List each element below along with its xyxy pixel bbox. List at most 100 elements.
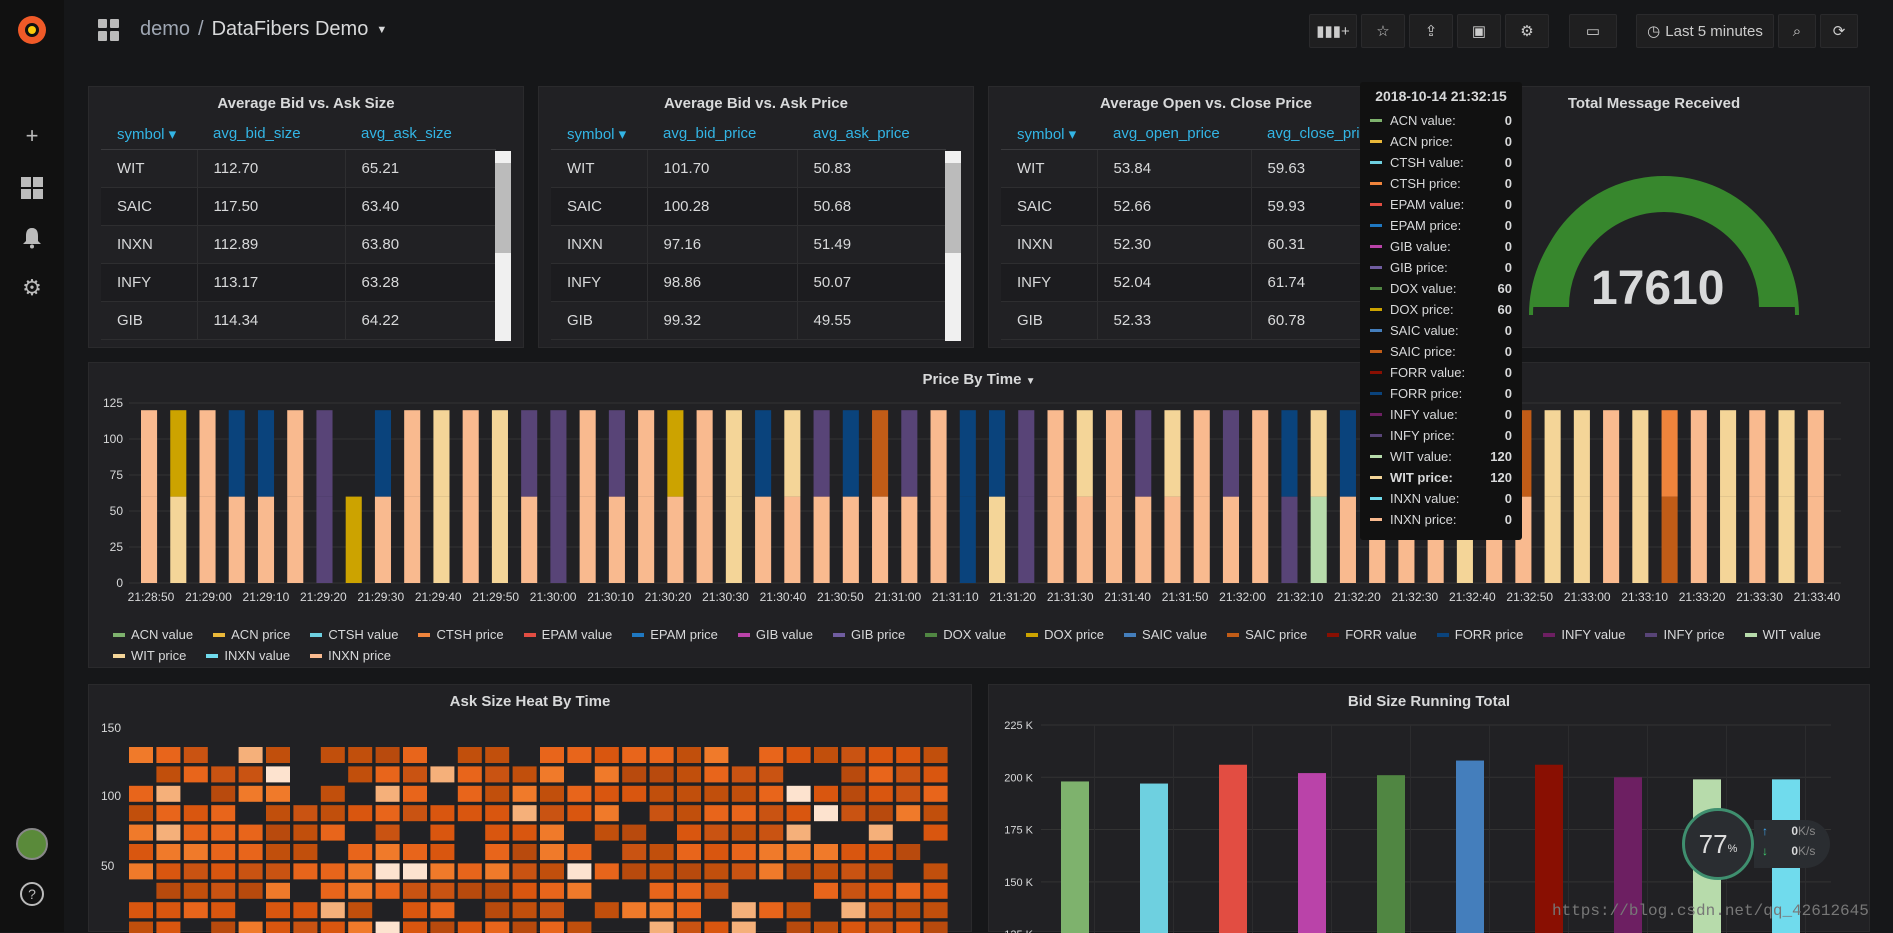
avatar[interactable] [16,828,48,860]
scrollbar-thumb[interactable] [495,163,511,253]
legend-item[interactable]: GIB price [833,627,905,642]
heatmap-cell [731,805,756,822]
heatmap-cell [293,844,318,860]
panel-title[interactable]: Average Bid vs. Ask Size [217,95,395,112]
bar-segment [1135,496,1152,583]
heatmap-cell [183,747,208,763]
help-icon[interactable]: ? [18,880,46,908]
network-monitor-widget[interactable]: 77% ↑ 0K/s ↓ 0K/s [1682,808,1832,880]
bar-segment [930,496,947,583]
heatmap-cell [704,921,729,933]
legend-item[interactable]: WIT value [1744,627,1821,642]
legend-item[interactable]: INFY value [1543,627,1625,642]
heatmap-cell [320,824,345,841]
legend-item[interactable]: FORR price [1436,627,1523,642]
heatmap-cell [403,805,427,822]
legend-item[interactable]: SAIC price [1227,627,1307,642]
legend-swatch [206,653,219,658]
zoom-out-button[interactable]: ⌕ [1778,14,1816,48]
panel-title[interactable]: Average Open vs. Close Price [1099,95,1313,112]
dashboards-icon[interactable] [18,174,46,202]
column-header[interactable]: avg_bid_size [197,119,345,150]
bell-icon[interactable] [18,224,46,252]
dashboard-name[interactable]: DataFibers Demo [211,18,369,40]
legend-swatch [1744,632,1757,637]
scrollbar[interactable] [945,151,961,341]
grafana-logo-icon[interactable] [14,12,50,48]
heatmap-cell [129,824,153,841]
heatmap-cell [759,747,784,763]
bar-segment [667,496,684,583]
heatmap-cell [375,863,400,880]
bar-segment [1603,496,1620,583]
settings-button[interactable]: ⚙ [1505,14,1549,48]
dashboard-title[interactable]: demo / DataFibers Demo ▼ [98,18,387,41]
bar-segment [1252,496,1269,583]
bar-segment [462,410,479,497]
column-header-symbol[interactable]: symbol ▾ [551,119,647,150]
heatmap-cell [841,766,866,783]
tooltip-row: EPAM value: 0 [1370,194,1512,215]
plus-icon[interactable]: + [25,123,39,148]
scrollbar-thumb[interactable] [945,163,961,253]
legend-swatch [1026,632,1039,637]
heatmap-cell [512,863,537,880]
heatmap-cell [896,747,921,763]
panel-title[interactable]: Total Message Received [1567,95,1741,112]
table-cell: 64.22 [345,301,496,340]
time-picker-button[interactable]: ◷ Last 5 minutes [1636,14,1774,48]
tooltip-row: ACN value: 0 [1370,110,1512,131]
legend-item[interactable]: GIB value [737,627,813,642]
legend-item[interactable]: EPAM price [632,627,718,642]
heatmap-cell [238,824,263,841]
add-panel-button[interactable]: ▮▮▮+ [1309,14,1357,48]
legend-item[interactable]: EPAM value [523,627,612,642]
legend-item[interactable]: INFY price [1645,627,1725,642]
panel-title[interactable]: Price By Time ▼ [922,371,1036,388]
bar-segment [1778,496,1795,583]
heatmap-chart[interactable] [129,721,959,933]
legend-item[interactable]: CTSH price [418,627,504,642]
heatmap-cell [266,805,290,822]
star-button[interactable]: ☆ [1361,14,1405,48]
legend-item[interactable]: DOX value [925,627,1006,642]
column-header[interactable]: avg_open_price [1097,119,1251,150]
heatmap-cell [622,766,647,783]
x-tick-label: 21:31:10 [932,590,979,604]
save-button[interactable]: ▣ [1457,14,1501,48]
heatmap-cell [923,921,948,933]
tooltip-label: WIT value: [1390,449,1452,464]
tooltip-label: GIB price: [1390,260,1448,275]
legend-item[interactable]: WIT price [113,648,186,663]
heatmap-cell [375,805,400,822]
legend-item[interactable]: FORR value [1327,627,1417,642]
folder-name[interactable]: demo [140,18,191,40]
legend-item[interactable]: INXN price [310,648,391,663]
scrollbar[interactable] [495,151,511,341]
refresh-button[interactable]: ⟳ [1820,14,1858,48]
heatmap-cell [348,747,373,763]
series-swatch [1370,413,1382,416]
column-header[interactable]: avg_ask_price [797,119,945,150]
panel-title[interactable]: Bid Size Running Total [1347,693,1511,710]
column-header[interactable]: avg_bid_price [647,119,797,150]
legend-item[interactable]: ACN price [213,627,290,642]
tv-mode-button[interactable]: ▭ [1569,14,1617,48]
column-header-symbol[interactable]: symbol ▾ [101,119,197,150]
legend-item[interactable]: DOX price [1026,627,1104,642]
gear-icon[interactable]: ⚙ [22,275,42,300]
column-header-symbol[interactable]: symbol ▾ [1001,119,1097,150]
legend-item[interactable]: ACN value [113,627,193,642]
panel-title[interactable]: Ask Size Heat By Time [449,693,611,710]
legend-item[interactable]: INXN value [206,648,290,663]
table-row: SAIC 100.28 50.68 [551,187,946,226]
legend-item[interactable]: CTSH value [310,627,398,642]
heatmap-cell [129,805,153,822]
heatmap-cell [266,824,290,841]
column-header[interactable]: avg_ask_size [345,119,495,150]
panel-title[interactable]: Average Bid vs. Ask Price [664,95,848,112]
price-by-time-chart[interactable]: 0 25 50 75 100 125 21:28:50 21:29:00 21:29:10 21:… [89,393,1871,623]
share-button[interactable]: ⇪ [1409,14,1453,48]
legend-item[interactable]: SAIC value [1124,627,1207,642]
heatmap-cell [156,902,181,919]
